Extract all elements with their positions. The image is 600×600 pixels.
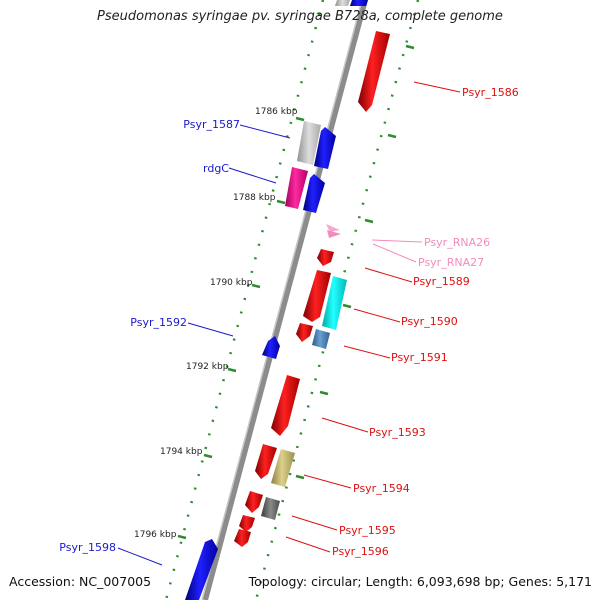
gene-label-psyr-1593[interactable]: Psyr_1593 [369, 426, 426, 439]
connector-psyr-1594 [303, 474, 352, 489]
gene-psyr-1598[interactable] [185, 539, 218, 600]
gene-psyr-1596[interactable] [234, 529, 251, 547]
gene-psyr-1596a[interactable] [239, 515, 255, 532]
connector-psyr-1593 [321, 417, 369, 433]
major-tick [295, 474, 305, 480]
gene-label-psyr-1590[interactable]: Psyr_1590 [401, 315, 458, 328]
major-tick [227, 367, 237, 373]
major-tick [276, 199, 286, 205]
gene-label-psyr-1586[interactable]: Psyr_1586 [462, 86, 519, 99]
major-tick [295, 116, 305, 122]
connector-psyr-1598 [117, 547, 163, 566]
gene-psyr-1593[interactable] [271, 375, 300, 436]
tick-label: 1790 kbp [210, 278, 253, 288]
connector-psyr-rna27 [372, 243, 417, 263]
gene-forward-red[interactable] [303, 270, 331, 322]
tick-label: 1788 kbp [233, 193, 276, 203]
tick-label: 1794 kbp [160, 447, 203, 457]
major-tick [177, 534, 187, 540]
tick-label: 1796 kbp [134, 530, 177, 540]
gene-label-rdgC[interactable]: rdgC [203, 162, 229, 175]
gene-psyr-1594[interactable] [271, 449, 295, 487]
major-tick [203, 453, 213, 459]
gene-psyr-1587-neighbor[interactable] [314, 127, 336, 169]
tick-label: 1786 kbp [255, 107, 298, 117]
gene-label-psyr-rna26[interactable]: Psyr_RNA26 [424, 236, 490, 249]
major-tick [251, 283, 261, 289]
gene-psyr-1587[interactable] [297, 121, 321, 165]
gene-psyr-1595[interactable] [261, 497, 280, 520]
gene-psyr-1589[interactable] [317, 249, 334, 266]
rna-psyr-rna27[interactable] [327, 230, 341, 238]
connector-psyr-rna26 [371, 239, 423, 243]
major-tick [405, 44, 415, 50]
gene-label-psyr-1589[interactable]: Psyr_1589 [413, 275, 470, 288]
connector-psyr-1589 [364, 267, 413, 283]
gene-label-psyr-1587[interactable]: Psyr_1587 [183, 118, 240, 131]
connector-psyr-1590 [353, 308, 401, 323]
connector-psyr-1595 [291, 515, 338, 531]
topology-text: Topology: circular; Length: 6,093,698 bp… [248, 574, 592, 589]
gene-rdgC-neighbor[interactable] [303, 174, 325, 213]
major-tick [364, 218, 374, 224]
inner-tick-track [164, 0, 325, 600]
cut-off-feature [335, 0, 350, 6]
connector-psyr-1592 [187, 322, 234, 337]
gene-psyr-1590[interactable] [322, 276, 347, 330]
connector-psyr-1586 [413, 81, 461, 93]
rna-psyr-rna26[interactable] [326, 224, 340, 232]
map-title: Pseudomonas syringae pv. syringae B728a,… [97, 9, 503, 24]
connector-psyr-1587 [239, 124, 291, 139]
gene-psyr-1586[interactable] [358, 31, 390, 112]
major-tick [342, 303, 352, 309]
gene-label-psyr-1596[interactable]: Psyr_1596 [332, 545, 389, 558]
major-tick [387, 133, 397, 139]
accession-text: Accession: NC_007005 [9, 574, 152, 589]
gene-psyr-1592[interactable] [262, 336, 280, 359]
gene-label-psyr-1595[interactable]: Psyr_1595 [339, 524, 396, 537]
gene-forward-red-1595a[interactable] [245, 491, 263, 513]
gene-label-psyr-1598[interactable]: Psyr_1598 [59, 541, 116, 554]
gene-forward-red-small[interactable] [296, 323, 313, 342]
gene-label-psyr-1591[interactable]: Psyr_1591 [391, 351, 448, 364]
gene-rdgC[interactable] [285, 167, 308, 209]
gene-label-psyr-1592[interactable]: Psyr_1592 [130, 316, 187, 329]
gene-label-psyr-rna27[interactable]: Psyr_RNA27 [418, 256, 484, 269]
gene-psyr-1591[interactable] [312, 329, 330, 349]
gene-label-psyr-1594[interactable]: Psyr_1594 [353, 482, 410, 495]
genome-backbone-highlight [201, 0, 363, 600]
major-tick [319, 390, 329, 396]
connector-psyr-1591 [343, 345, 391, 359]
gene-forward-red-1594a[interactable] [255, 444, 277, 479]
connector-rdgC [228, 167, 277, 184]
tick-label: 1792 kbp [186, 362, 229, 372]
cut-off-feature [350, 0, 368, 6]
genome-backbone [202, 0, 368, 600]
connector-psyr-1596 [285, 536, 331, 553]
